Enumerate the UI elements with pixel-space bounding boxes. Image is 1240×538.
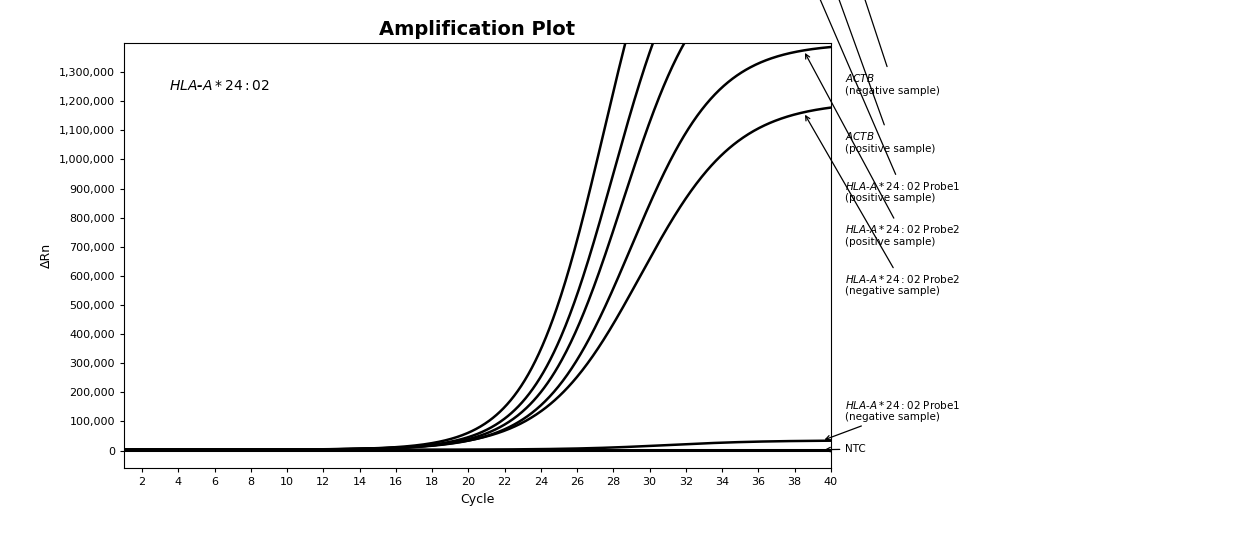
Text: $\it{ACTB}$
(positive sample): $\it{ACTB}$ (positive sample) (805, 0, 936, 154)
Text: $\it{HLA}$-$\it{A*24:02}$: $\it{HLA}$-$\it{A*24:02}$ (170, 79, 270, 93)
Text: $\it{HLA}$-$\it{A*24:02}$ Probe1
(negative sample): $\it{HLA}$-$\it{A*24:02}$ Probe1 (negati… (826, 399, 961, 440)
Title: Amplification Plot: Amplification Plot (379, 20, 575, 39)
Text: $\it{HLA}$-$\it{A*24:02}$ Probe2
(negative sample): $\it{HLA}$-$\it{A*24:02}$ Probe2 (negati… (806, 116, 961, 296)
Text: $\it{HLA}$-$\it{A*24:02}$ Probe1
(positive sample): $\it{HLA}$-$\it{A*24:02}$ Probe1 (positi… (805, 0, 961, 203)
Y-axis label: ΔRn: ΔRn (40, 243, 53, 268)
X-axis label: Cycle: Cycle (460, 493, 495, 506)
Text: NTC: NTC (826, 444, 866, 454)
Text: $\it{HLA}$-$\it{A*24:02}$ Probe2
(positive sample): $\it{HLA}$-$\it{A*24:02}$ Probe2 (positi… (806, 54, 961, 247)
Text: $\it{ACTB}$
(negative sample): $\it{ACTB}$ (negative sample) (805, 0, 940, 96)
